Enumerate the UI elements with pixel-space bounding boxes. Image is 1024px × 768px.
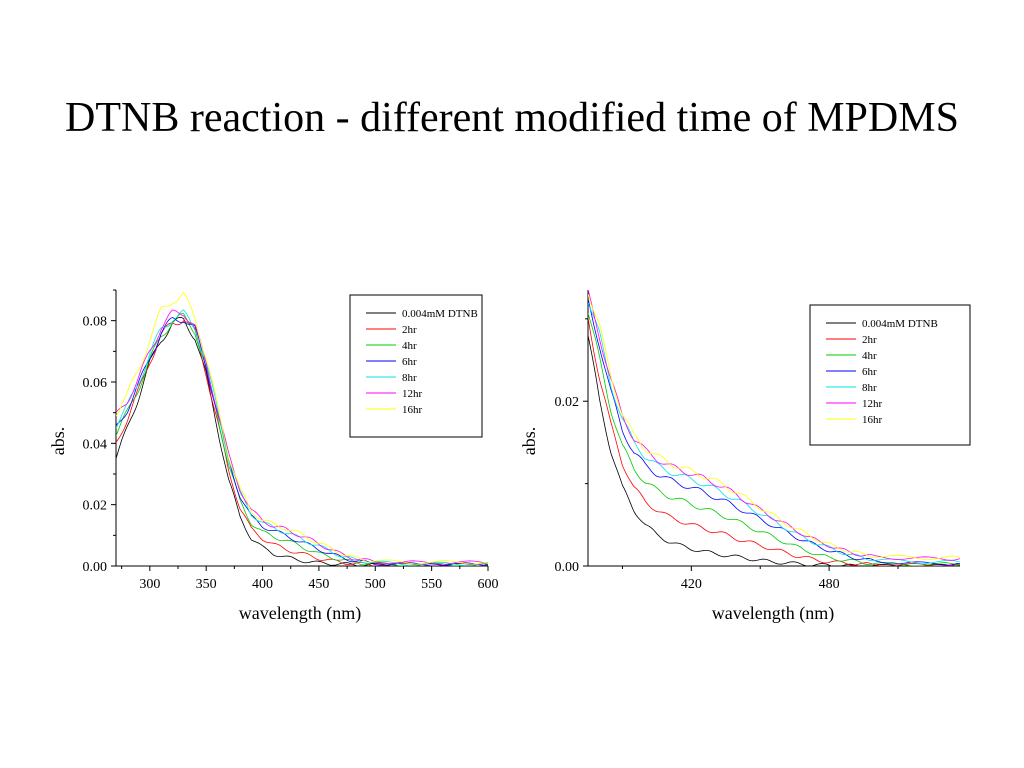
series-line-4hr <box>116 313 488 566</box>
y-tick-label: 0.00 <box>555 560 580 575</box>
y-tick-label: 0.08 <box>83 315 108 330</box>
legend-entry: 0.004mM DTNB <box>402 308 478 320</box>
x-tick-label: 550 <box>421 577 442 592</box>
legend-entry: 12hr <box>862 398 883 410</box>
legend-box <box>349 294 483 438</box>
legend-entry: 12hr <box>402 388 423 400</box>
series-line-6hr <box>116 316 488 566</box>
series-line-8hr <box>588 302 960 565</box>
legend-entry: 8hr <box>402 372 417 384</box>
legend-entry: 2hr <box>862 334 877 346</box>
series-line-16hr <box>116 291 488 565</box>
series-line-4hr <box>588 313 960 566</box>
slide-title: DTNB reaction - different modified time … <box>65 95 959 141</box>
series-line-0-004mm-dtnb <box>116 316 488 566</box>
legend-entry: 4hr <box>862 350 877 362</box>
x-axis-label: wavelength (nm) <box>712 603 834 624</box>
series-line-12hr <box>116 309 488 565</box>
legend-entry: 16hr <box>862 414 883 426</box>
x-tick-label: 400 <box>252 577 273 592</box>
x-tick-label: 600 <box>478 577 499 592</box>
y-tick-label: 0.00 <box>83 560 108 575</box>
legend-box <box>809 304 971 446</box>
legend-entry: 6hr <box>862 366 877 378</box>
x-axis-label: wavelength (nm) <box>239 603 361 624</box>
legend-entry: 8hr <box>862 382 877 394</box>
y-axis-label: abs. <box>48 427 68 456</box>
y-axis-label: abs. <box>519 427 539 456</box>
x-tick-label: 350 <box>196 577 217 592</box>
legend-entry: 16hr <box>402 404 423 416</box>
series-line-0-004mm-dtnb <box>588 335 960 566</box>
x-tick-label: 480 <box>819 577 840 592</box>
series-line-2hr <box>588 317 960 566</box>
y-tick-label: 0.04 <box>83 437 108 452</box>
legend-entry: 6hr <box>402 356 417 368</box>
x-tick-label: 450 <box>308 577 329 592</box>
series-line-2hr <box>116 320 488 566</box>
y-tick-label: 0.06 <box>83 376 108 391</box>
y-tick-label: 0.02 <box>83 499 108 514</box>
legend-entry: 4hr <box>402 340 417 352</box>
y-tick-label: 0.02 <box>555 395 580 410</box>
legend-entry: 0.004mM DTNB <box>862 318 938 330</box>
legend-entry: 2hr <box>402 324 417 336</box>
series-line-16hr <box>588 294 960 560</box>
x-tick-label: 420 <box>681 577 702 592</box>
x-tick-label: 300 <box>139 577 160 592</box>
x-tick-label: 500 <box>365 577 386 592</box>
